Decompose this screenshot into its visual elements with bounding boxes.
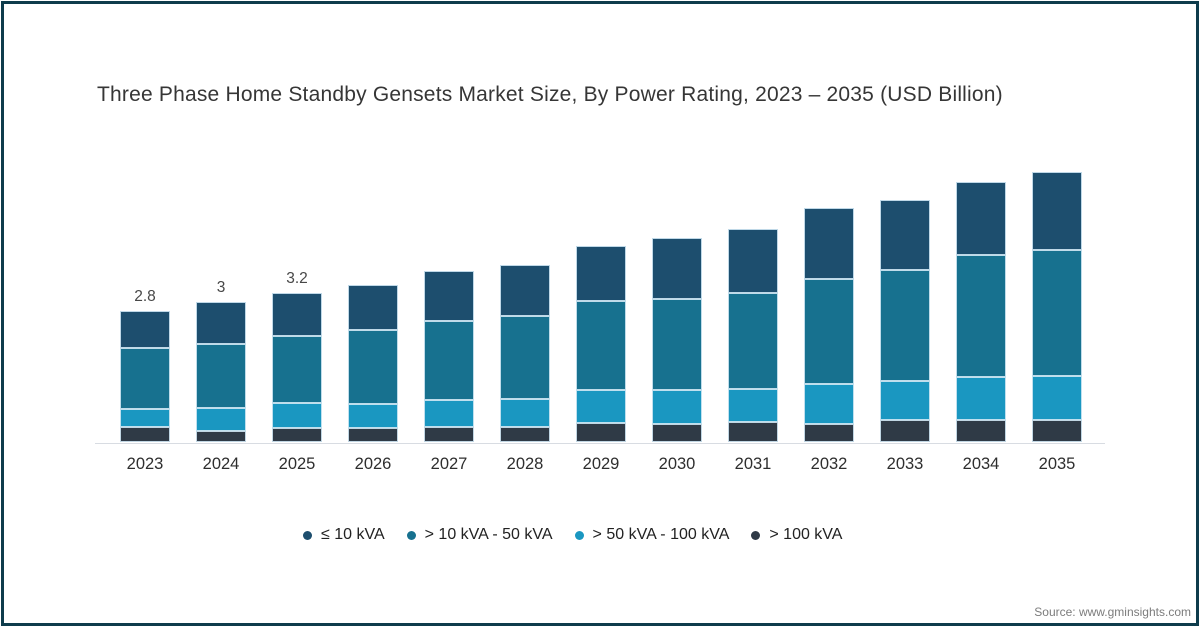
bar-segment-2025-series-3: [272, 427, 322, 442]
bar-segment-2025-series-2: [272, 403, 322, 428]
chart-legend: ≤ 10 kVA > 10 kVA - 50 kVA > 50 kVA - 100 …: [303, 526, 842, 544]
bar-segment-2023-series-3: [120, 427, 170, 442]
bar-segment-2029-series-3: [576, 422, 626, 442]
bar-segment-2032-series-1: [804, 278, 854, 385]
bar-segment-2027-series-0: [424, 270, 474, 321]
bar-segment-2032-series-2: [804, 384, 854, 424]
x-axis-label-2034: 2034: [962, 455, 1000, 473]
bar-segment-2027-series-3: [424, 427, 474, 442]
bar-segment-2027-series-2: [424, 399, 474, 428]
bar-segment-2031-series-2: [728, 389, 778, 423]
bar-segment-2026-series-2: [348, 403, 398, 429]
x-axis-label-2025: 2025: [278, 455, 316, 473]
legend-label: ≤ 10 kVA: [321, 526, 385, 543]
legend-dot-icon: [751, 530, 761, 540]
bar-segment-2026-series-0: [348, 284, 398, 330]
bar-segment-2035-series-2: [1032, 376, 1082, 421]
legend-item-0: ≤ 10 kVA: [303, 526, 385, 544]
bar-segment-2033-series-0: [880, 199, 930, 270]
source-attribution: Source: www.gminsights.com: [1034, 605, 1191, 619]
x-axis-label-2023: 2023: [126, 455, 164, 473]
bar-segment-2032-series-0: [804, 208, 854, 279]
bar-segment-2035-series-0: [1032, 171, 1082, 251]
x-axis-label-2026: 2026: [354, 455, 392, 473]
legend-item-3: > 100 kVA: [751, 526, 842, 544]
legend-dot-icon: [406, 530, 416, 540]
bar-segment-2030-series-3: [652, 423, 702, 442]
x-axis-label-2028: 2028: [506, 455, 544, 473]
x-axis-label-2035: 2035: [1038, 455, 1076, 473]
bar-value-label-2025: 3.2: [286, 270, 308, 288]
bar-segment-2030-series-0: [652, 237, 702, 299]
x-axis-label-2027: 2027: [430, 455, 468, 473]
bar-value-label-2023: 2.8: [134, 288, 156, 306]
bar-segment-2029-series-1: [576, 301, 626, 391]
bar-segment-2034-series-1: [956, 255, 1006, 377]
x-axis-label-2031: 2031: [734, 455, 772, 473]
bar-segment-2035-series-1: [1032, 250, 1082, 377]
x-axis-label-2032: 2032: [810, 455, 848, 473]
bar-segment-2024-series-3: [196, 431, 246, 442]
bar-segment-2034-series-2: [956, 376, 1006, 420]
legend-dot-icon: [574, 530, 584, 540]
legend-item-1: > 10 kVA - 50 kVA: [406, 526, 553, 544]
legend-label: > 10 kVA - 50 kVA: [424, 526, 553, 543]
x-axis-label-2030: 2030: [658, 455, 696, 473]
legend-label: > 50 kVA - 100 kVA: [592, 526, 730, 543]
bar-segment-2031-series-3: [728, 422, 778, 442]
bar-segment-2035-series-3: [1032, 420, 1082, 442]
bar-segment-2033-series-1: [880, 269, 930, 381]
bar-segment-2031-series-0: [728, 229, 778, 294]
legend-dot-icon: [303, 530, 312, 540]
x-axis-label-2029: 2029: [582, 455, 620, 473]
bar-segment-2024-series-2: [196, 408, 246, 432]
bar-segment-2023-series-2: [120, 409, 170, 428]
bar-segment-2030-series-1: [652, 298, 702, 390]
bar-segment-2027-series-1: [424, 320, 474, 400]
bar-segment-2023-series-0: [120, 311, 170, 349]
bar-segment-2025-series-1: [272, 335, 322, 404]
bar-segment-2028-series-2: [500, 398, 550, 428]
bar-segment-2028-series-0: [500, 265, 550, 317]
bar-segment-2030-series-2: [652, 389, 702, 424]
bar-segment-2023-series-1: [120, 348, 170, 410]
bar-segment-2031-series-1: [728, 293, 778, 390]
bar-segment-2033-series-2: [880, 380, 930, 420]
bar-segment-2025-series-0: [272, 293, 322, 336]
bar-segment-2024-series-0: [196, 302, 246, 344]
bar-segment-2029-series-0: [576, 245, 626, 302]
x-axis-line: [95, 443, 1105, 444]
bar-segment-2026-series-3: [348, 428, 398, 442]
bar-segment-2032-series-3: [804, 423, 854, 442]
bar-segment-2034-series-0: [956, 181, 1006, 256]
bar-segment-2029-series-2: [576, 390, 626, 423]
bar-segment-2033-series-3: [880, 419, 930, 442]
legend-label: > 100 kVA: [769, 526, 843, 543]
bar-segment-2026-series-1: [348, 329, 398, 404]
bar-segment-2024-series-1: [196, 343, 246, 409]
bar-value-label-2024: 3: [216, 279, 226, 297]
bar-segment-2034-series-3: [956, 419, 1006, 442]
legend-item-2: > 50 kVA - 100 kVA: [574, 526, 730, 544]
x-axis-label-2033: 2033: [886, 455, 924, 473]
chart-title: Three Phase Home Standby Gensets Market …: [97, 83, 1003, 106]
bar-segment-2028-series-1: [500, 316, 550, 399]
bar-segment-2028-series-3: [500, 427, 550, 442]
x-axis-label-2024: 2024: [202, 455, 240, 473]
